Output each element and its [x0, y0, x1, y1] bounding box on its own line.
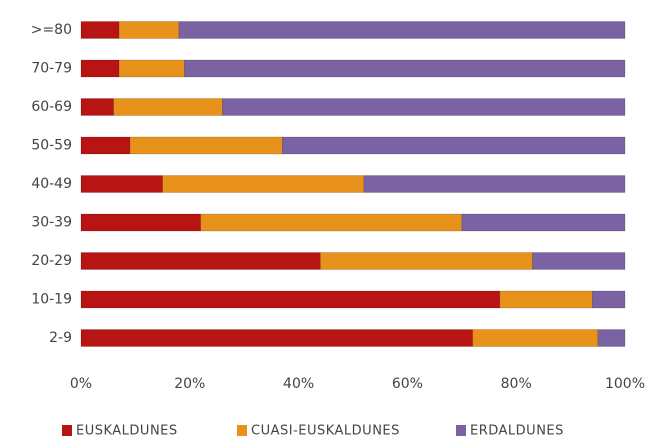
bar-segment	[80, 213, 201, 232]
legend-swatch	[62, 425, 72, 436]
bar-segment	[80, 21, 120, 39]
bar-segment	[162, 175, 365, 193]
bar-segment	[118, 21, 180, 39]
bar-segment	[200, 213, 463, 232]
bar-segment	[80, 252, 321, 270]
y-tick-label: 50-59	[31, 138, 72, 154]
legend-swatch	[237, 425, 247, 436]
y-tick-label: 30-39	[31, 215, 72, 231]
bar-segment	[532, 252, 626, 270]
bar-segment	[461, 213, 626, 232]
bar-segment	[80, 98, 114, 116]
legend-label: ERDALDUNES	[470, 424, 564, 439]
x-tick-label: 60%	[392, 376, 423, 392]
bar-segment	[80, 136, 131, 155]
y-tick-label: 10-19	[31, 292, 72, 308]
legend-label: CUASI-EUSKALDUNES	[251, 424, 400, 439]
x-tick-label: 100%	[605, 376, 645, 392]
x-tick-label: 20%	[174, 376, 205, 392]
bar-segment	[178, 21, 626, 39]
bar-segment	[281, 136, 626, 155]
y-tick-label: >=80	[31, 22, 72, 38]
bar-segment	[592, 290, 626, 309]
x-tick-label: 0%	[70, 376, 92, 392]
bar-segment	[113, 98, 223, 116]
y-tick-label: 70-79	[31, 61, 72, 77]
bar-segment	[597, 329, 626, 347]
bar-segment	[118, 59, 185, 78]
bar-segment	[499, 290, 593, 309]
legend-swatch	[456, 425, 466, 436]
bar-segment	[80, 290, 501, 309]
y-tick-label: 40-49	[31, 176, 72, 192]
y-tick-label: 2-9	[49, 330, 72, 346]
y-tick-label: 60-69	[31, 99, 72, 115]
y-tick-label: 20-29	[31, 253, 72, 269]
bar-segment	[80, 175, 163, 193]
bar-segment	[129, 136, 283, 155]
bar-segment	[472, 329, 599, 347]
bar-segment	[222, 98, 626, 116]
bar-segment	[80, 329, 473, 347]
x-tick-label: 80%	[501, 376, 532, 392]
bar-segment	[320, 252, 533, 270]
legend-label: EUSKALDUNES	[76, 424, 178, 439]
bar-segment	[184, 59, 626, 78]
bar-segment	[363, 175, 626, 193]
x-tick-label: 40%	[283, 376, 314, 392]
bar-segment	[80, 59, 120, 78]
